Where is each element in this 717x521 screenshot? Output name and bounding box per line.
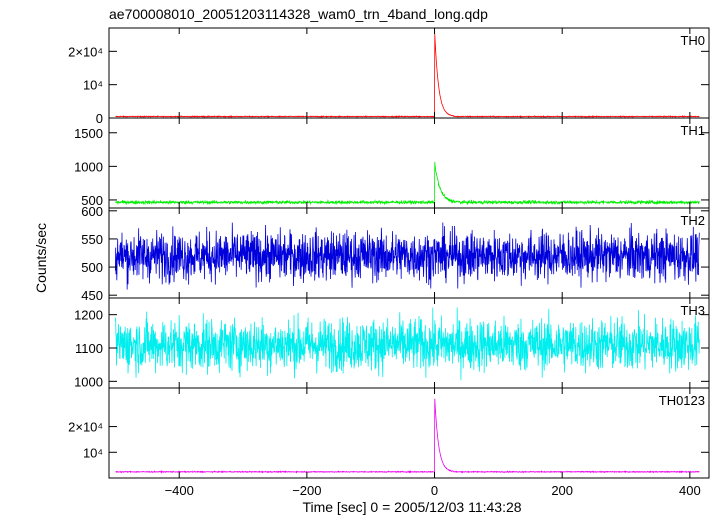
y-tick-label: 10⁴ — [83, 445, 103, 460]
y-tick-label: 2×10⁴ — [68, 44, 103, 59]
panel-th0123: 10⁴ 2×10⁴ TH0123 — [68, 387, 710, 479]
panel-label-th0: TH0 — [680, 33, 705, 48]
panel-frame — [108, 387, 710, 479]
y-axis-title: Counts/sec — [33, 223, 49, 293]
y-tick-label: 10⁴ — [83, 78, 103, 93]
panel-label-th0123: TH0123 — [659, 393, 705, 408]
series-line-th2 — [114, 222, 700, 290]
x-tick-label: 400 — [679, 483, 701, 498]
panel-frame — [108, 27, 710, 119]
panels: 0 10⁴ 2×10⁴ TH0 500 1000 1500 TH1 450 500 550 600 TH… — [68, 27, 710, 479]
series-line-th1 — [115, 161, 700, 206]
x-tick-label: −200 — [292, 483, 321, 498]
panel-th2: 450 500 550 600 TH2 — [81, 204, 710, 303]
panel-label-th3: TH3 — [680, 303, 705, 318]
series-line-th0123 — [115, 398, 700, 475]
y-tick-label: 1100 — [75, 341, 103, 356]
y-tick-label: 1200 — [74, 308, 103, 323]
panel-th1: 500 1000 1500 TH1 — [74, 117, 710, 209]
y-tick-label: 1500 — [74, 126, 103, 141]
x-axis-title: Time [sec] 0 = 2005/12/03 11:43:28 — [302, 499, 521, 515]
x-tick-label: 0 — [431, 483, 438, 498]
series-line-th3 — [114, 307, 700, 381]
panel-label-th1: TH1 — [680, 123, 705, 138]
y-tick-label: 0 — [96, 111, 103, 126]
y-tick-label: 1000 — [74, 159, 103, 174]
y-tick-label: 550 — [81, 232, 103, 247]
y-tick-label: 2×10⁴ — [68, 420, 103, 435]
y-tick-label: 450 — [81, 288, 103, 303]
panel-th0: 0 10⁴ 2×10⁴ TH0 — [68, 27, 710, 126]
x-tick-label: −400 — [165, 483, 194, 498]
panel-th3: 1000 1100 1200 TH3 — [74, 297, 710, 389]
panel-frame — [108, 117, 710, 209]
x-tick-label: 200 — [551, 483, 573, 498]
x-axis: −400 −200 0 200 400 — [165, 483, 701, 498]
chart-title: ae700008010_20051203114328_wam0_trn_4ban… — [109, 6, 488, 22]
y-tick-label: 1000 — [74, 374, 103, 389]
y-tick-label: 600 — [81, 204, 103, 219]
y-tick-label: 500 — [81, 260, 103, 275]
series-line-th0 — [115, 33, 700, 118]
y-tick-label: 500 — [81, 193, 103, 208]
panel-label-th2: TH2 — [680, 213, 705, 228]
